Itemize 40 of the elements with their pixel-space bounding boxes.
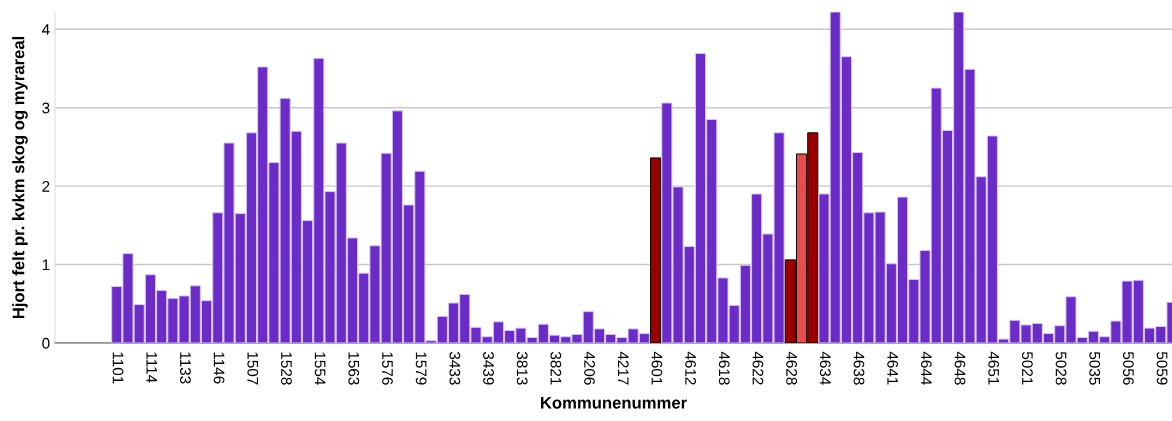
bar [650,157,662,343]
x-tick-label: 4634 [819,351,831,385]
x-tick-label: 4651 [988,351,1000,385]
y-axis-title: Hjort felt pr. kvkm skog og myrareal [12,36,28,319]
x-tick-label: 1579 [415,352,427,385]
x-tick-label: 1101 [112,352,124,384]
x-tick-label: 4641 [887,351,899,385]
x-tick-label: 4628 [786,351,798,385]
x-tick-label: 1507 [247,352,259,385]
x-tick-label: 1114 [146,352,157,383]
x-tick-label: 5035 [1089,351,1101,385]
x-tick-label: 4618 [718,351,730,385]
y-tick-label: 4 [41,24,50,35]
x-tick-label: 1146 [213,352,225,384]
x-tick-label: 4648 [954,351,966,385]
x-tick-label: 1133 [180,352,191,384]
x-tick-label: 3813 [516,351,528,385]
x-tick-label: 5021 [1021,351,1033,385]
y-tick-label: 2 [42,181,50,192]
x-tick-label: 3821 [550,351,562,385]
x-tick-label: 4638 [853,351,865,385]
x-tick-label: 4206 [584,351,595,385]
x-tick-label: 5028 [1055,351,1067,385]
x-tick-label: 1563 [348,352,360,385]
x-tick-label: 1528 [281,352,292,385]
x-axis-title: Kommunenummer [540,397,687,409]
x-tick-label: 5056 [1122,351,1134,385]
x-tick-label: 4612 [685,351,696,385]
x-tick-label: 3439 [483,351,494,385]
x-tick-label: 3433 [449,351,461,385]
y-tick-label: 3 [42,102,50,114]
y-tick-label: 1 [42,259,50,271]
x-tick-label: 1554 [314,352,326,385]
x-tick-label: 5059 [1156,351,1168,385]
x-tick-label: 4217 [617,351,629,385]
x-tick-label: 4644 [920,351,932,385]
x-tick-label: 4622 [752,351,764,385]
y-tick-label: 0 [42,337,50,349]
x-tick-label: 4601 [651,351,663,385]
x-tick-label: 1576 [382,352,393,385]
